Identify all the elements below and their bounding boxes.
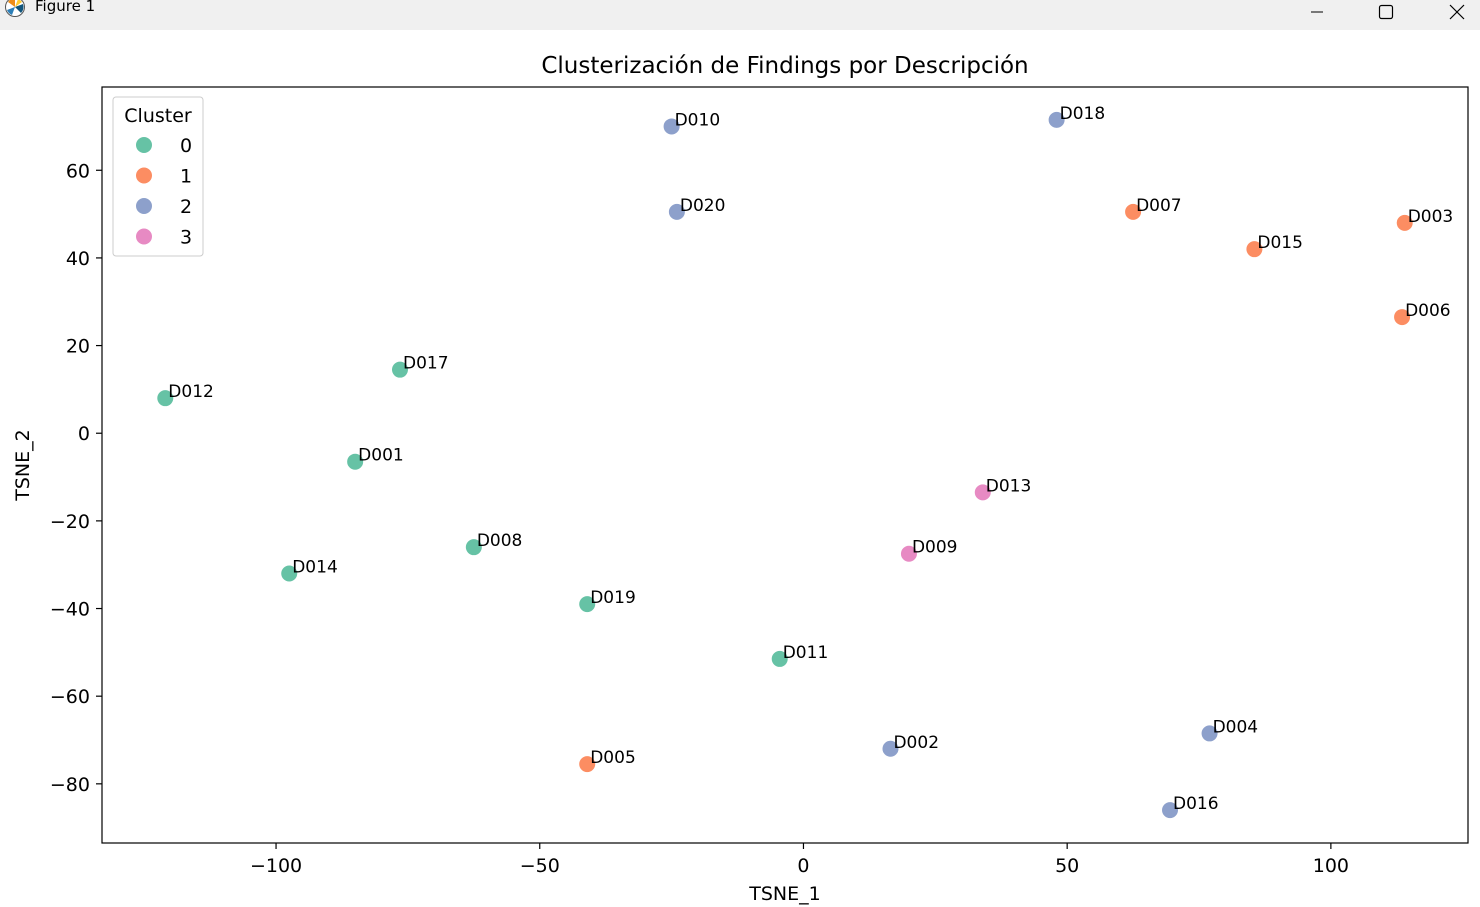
legend-label-3: 3	[180, 227, 192, 249]
x-tick-label: 100	[1313, 855, 1349, 877]
scatter-point-d015	[1245, 240, 1264, 259]
point-label-d002: D002	[893, 733, 939, 753]
scatter-point-d009	[899, 544, 918, 563]
y-axis-ticks: −80 −60 −40 −20 0 20 40 60	[50, 160, 102, 796]
minimize-icon	[1311, 11, 1323, 13]
point-label-d004: D004	[1213, 717, 1259, 737]
y-tick-label: −20	[50, 511, 90, 533]
close-icon	[1449, 4, 1465, 20]
point-label-d017: D017	[403, 354, 449, 374]
y-tick-label: −40	[50, 599, 90, 621]
y-tick-label: 60	[66, 160, 90, 182]
point-label-d007: D007	[1136, 196, 1182, 216]
x-tick-label: −50	[520, 855, 560, 877]
point-label-d013: D013	[986, 476, 1032, 496]
point-label-d014: D014	[292, 557, 338, 577]
y-axis-label: TSNE_2	[12, 429, 34, 501]
point-label-d018: D018	[1060, 104, 1106, 124]
point-label-d005: D005	[590, 748, 636, 768]
scatter-point-d005	[578, 755, 597, 774]
scatter-point-d011	[770, 649, 789, 668]
point-label-d008: D008	[477, 531, 523, 551]
maximize-button[interactable]	[1363, 0, 1409, 24]
chart-title: Clusterización de Findings por Descripci…	[541, 53, 1028, 79]
scatter-chart: Clusterización de Findings por Descripci…	[12, 53, 1469, 905]
scatter-point-d014	[280, 564, 299, 583]
point-label-d006: D006	[1405, 301, 1451, 321]
x-tick-label: 0	[797, 855, 809, 877]
legend-box	[112, 96, 204, 257]
point-label-d019: D019	[590, 588, 636, 608]
y-tick-label: 40	[66, 248, 90, 270]
point-label-d012: D012	[168, 382, 214, 402]
point-label-d020: D020	[680, 196, 726, 216]
point-label-d015: D015	[1257, 233, 1303, 253]
x-axis-ticks: −100 −50 0 50 100	[250, 843, 1349, 877]
legend-label-2: 2	[180, 196, 192, 218]
point-label-d001: D001	[358, 446, 404, 466]
scatter-point-d002	[881, 739, 900, 758]
legend-entries: 0 1 2 3	[135, 135, 192, 249]
legend-label-1: 1	[180, 166, 192, 188]
window-titlebar: Figure 1	[0, 0, 1480, 30]
y-tick-label: 20	[66, 336, 90, 358]
scatter-point-d019	[578, 595, 597, 614]
scatter-point-d001	[346, 452, 365, 471]
scatter-point-d003	[1395, 213, 1414, 232]
y-tick-label: −80	[50, 774, 90, 796]
point-label-d003: D003	[1408, 207, 1454, 227]
points-layer	[156, 110, 1414, 820]
point-labels-layer: D001 D002 D003 D004 D005 D006 D007 D008 D009 D010…	[168, 104, 1453, 814]
x-axis-label: TSNE_1	[748, 883, 820, 905]
matplotlib-icon	[5, 0, 25, 17]
minimize-button[interactable]	[1294, 0, 1340, 24]
legend-title: Cluster	[124, 105, 192, 127]
y-tick-label: 0	[78, 423, 90, 445]
close-button[interactable]	[1434, 0, 1480, 24]
plot-area-frame	[101, 86, 1469, 844]
point-label-d010: D010	[675, 110, 721, 130]
point-label-d009: D009	[912, 538, 958, 558]
x-tick-label: −100	[250, 855, 302, 877]
scatter-point-d004	[1200, 724, 1219, 743]
scatter-point-d020	[667, 202, 686, 221]
maximize-icon	[1378, 4, 1394, 20]
scatter-point-d012	[156, 389, 175, 408]
point-label-d016: D016	[1173, 794, 1219, 814]
point-label-d011: D011	[783, 643, 829, 663]
scatter-point-d016	[1161, 801, 1180, 820]
scatter-point-d018	[1047, 110, 1066, 129]
legend-marker-1	[135, 166, 153, 185]
y-tick-label: −60	[50, 686, 90, 708]
scatter-point-d013	[973, 483, 992, 502]
legend-marker-2	[135, 197, 153, 215]
x-tick-label: 50	[1055, 855, 1079, 877]
scatter-point-d006	[1393, 308, 1412, 327]
legend-marker-0	[135, 136, 153, 154]
window-title: Figure 1	[35, 0, 96, 15]
scatter-point-d008	[464, 538, 483, 557]
legend: Cluster 0 1 2 3	[112, 96, 204, 257]
scatter-point-d017	[390, 360, 409, 379]
scatter-point-d010	[662, 117, 681, 136]
scatter-point-d007	[1124, 202, 1143, 221]
legend-marker-3	[135, 227, 153, 246]
legend-label-0: 0	[180, 135, 192, 157]
